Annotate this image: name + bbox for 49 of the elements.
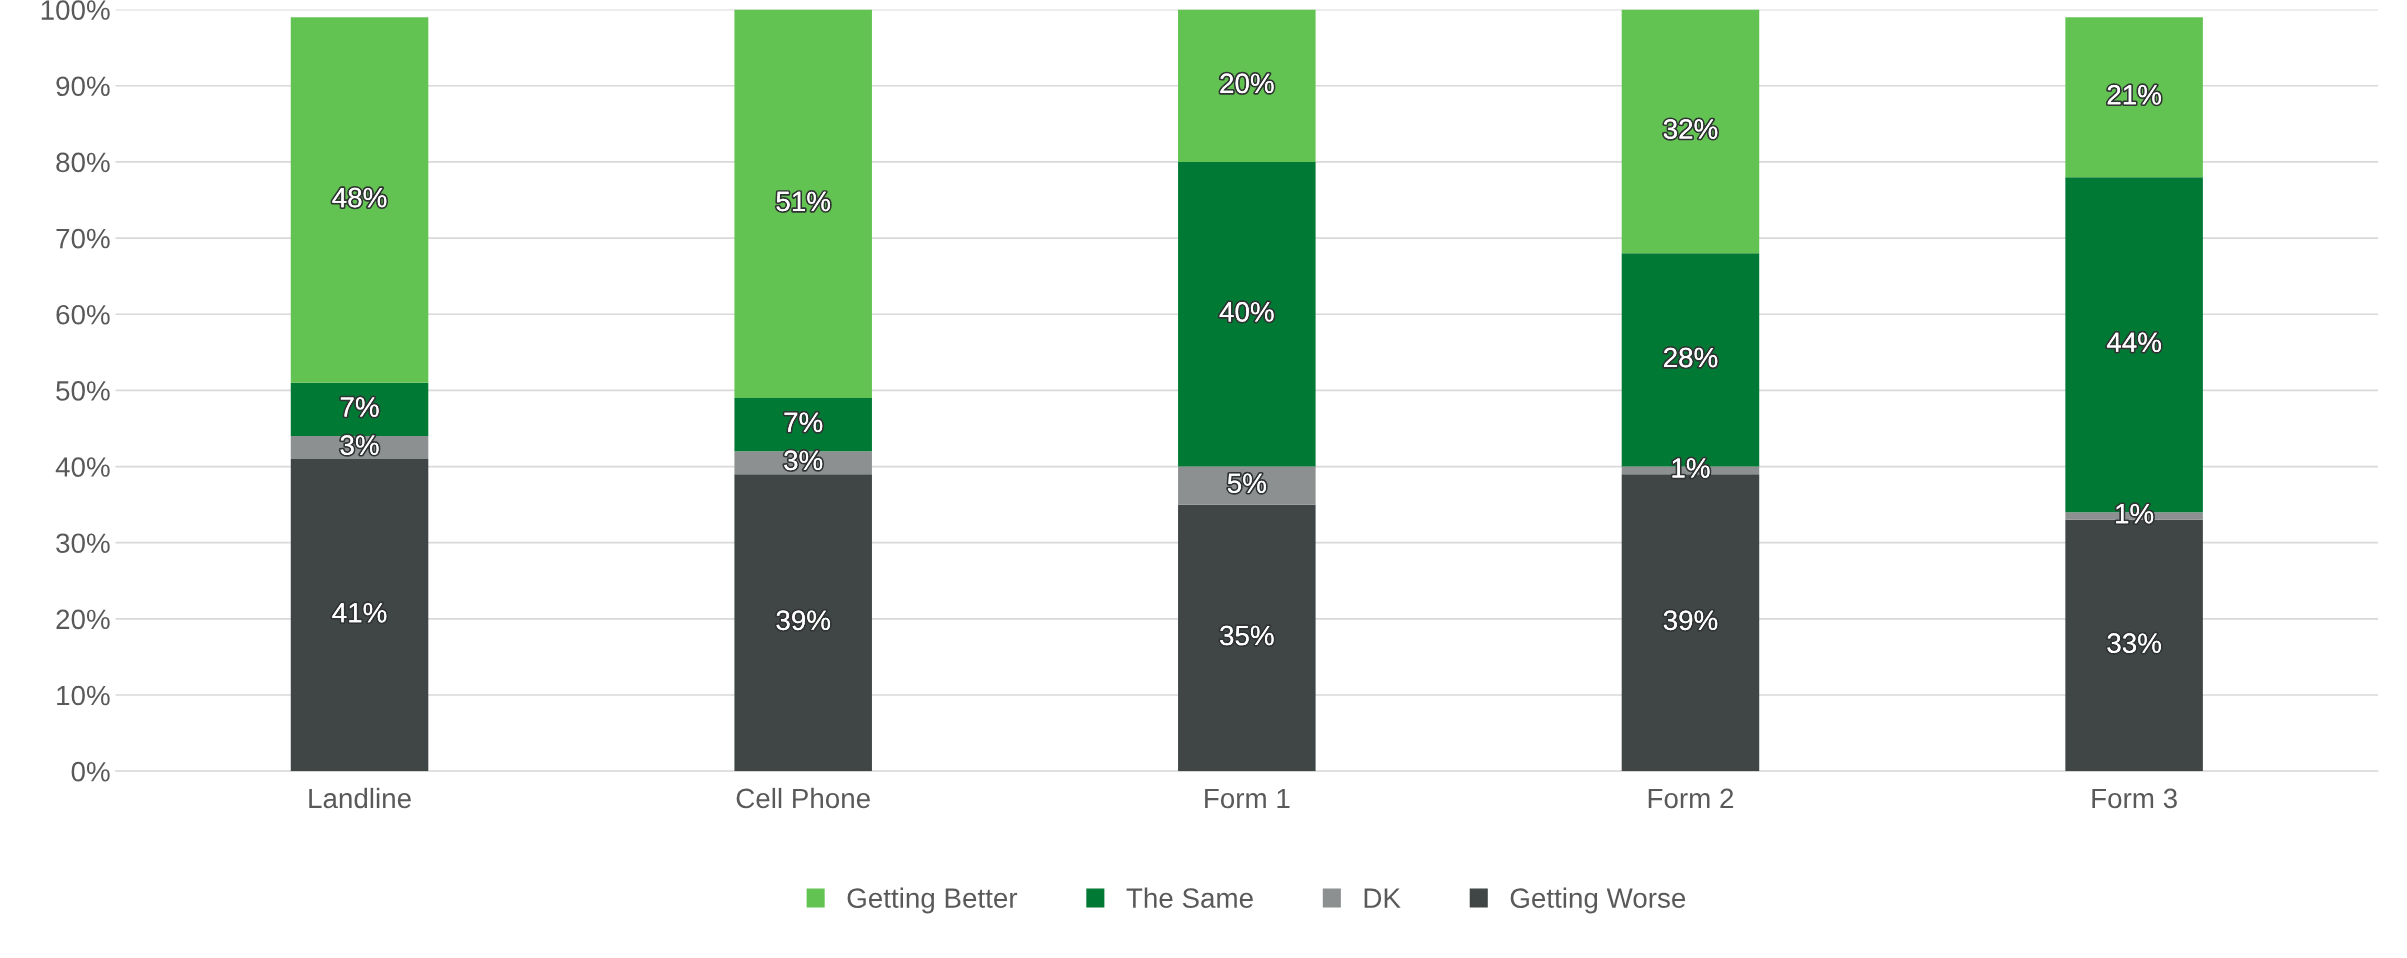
y-tick-label: 0% <box>71 761 110 782</box>
bar <box>290 382 429 437</box>
data-label: 40% <box>1219 302 1274 322</box>
x-tick-label: Landline <box>309 787 411 809</box>
bar <box>1178 9 1316 162</box>
data-label: 41% <box>332 602 387 623</box>
bar <box>734 398 872 452</box>
data-label: 35% <box>1220 625 1274 646</box>
data-label: 21% <box>2107 84 2161 105</box>
data-label: 48% <box>332 187 387 208</box>
legend-label: Getting Better <box>847 887 1018 914</box>
data-label: 28% <box>1664 347 1718 368</box>
data-label: 39% <box>776 610 830 631</box>
bar <box>1178 504 1316 772</box>
data-label: 7% <box>784 412 823 433</box>
bar <box>734 474 872 772</box>
y-tick-label: 30% <box>56 533 110 554</box>
legend-label: DK <box>1364 888 1401 908</box>
y-tick-label: 80% <box>56 152 110 173</box>
data-label: 5% <box>1227 473 1266 494</box>
y-tick-label: 70% <box>56 228 110 249</box>
x-tick-label: Form 3 <box>2092 788 2177 809</box>
bar <box>290 17 429 383</box>
legend-label: Getting Worse <box>1510 887 1686 914</box>
data-label: 7% <box>340 397 379 417</box>
data-label: 32% <box>1663 119 1718 139</box>
y-tick-label: 20% <box>56 609 110 630</box>
y-tick-label: 60% <box>56 304 110 325</box>
y-tick-label: 10% <box>57 685 110 706</box>
data-label: 39% <box>1663 610 1718 631</box>
data-label: 3% <box>784 450 823 471</box>
legend-label: The Same <box>1126 887 1253 908</box>
data-label: 51% <box>776 191 830 212</box>
data-label: 33% <box>2107 633 2161 653</box>
data-label: 44% <box>2106 332 2161 353</box>
data-label: 20% <box>1220 73 1274 94</box>
y-tick-label: 40% <box>55 457 110 477</box>
y-tick-label: 90% <box>56 76 110 97</box>
x-tick-label: Form 2 <box>1648 788 1734 809</box>
x-tick-label: Cell Phone <box>736 787 870 809</box>
data-label: 3% <box>340 435 379 455</box>
x-tick-label: Form 1 <box>1205 788 1290 809</box>
bar <box>290 458 429 772</box>
bar <box>2065 17 2203 178</box>
bar <box>1621 9 1760 254</box>
bar <box>734 9 872 398</box>
y-tick-label: 50% <box>56 381 110 401</box>
y-tick-label: 100% <box>41 0 110 20</box>
bar <box>1178 161 1316 467</box>
